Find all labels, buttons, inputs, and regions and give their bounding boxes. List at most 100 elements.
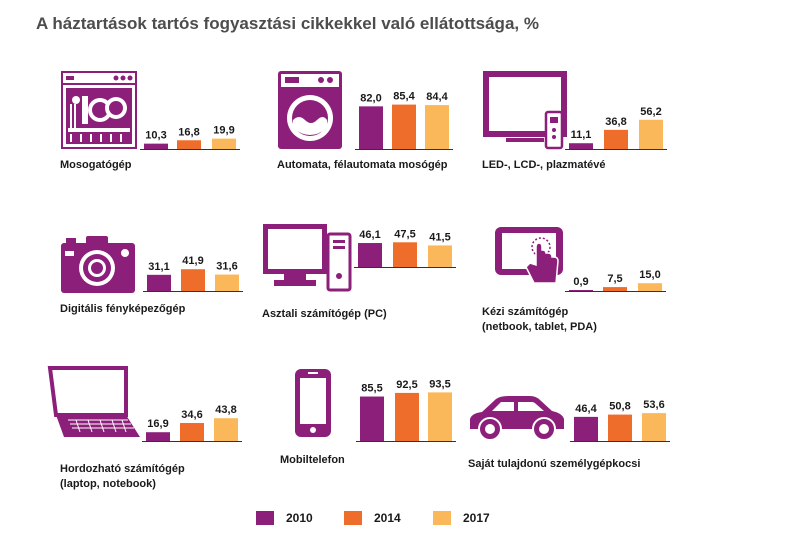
value-label: 56,2 (640, 106, 661, 118)
bar-2010 (574, 416, 598, 441)
desktop-pc-icon (262, 220, 352, 292)
legend-label: 2017 (463, 511, 490, 525)
bar-2017 (428, 392, 452, 441)
value-label: 10,3 (145, 130, 166, 142)
bar-2017 (428, 245, 452, 267)
panel-tv: 11,1 36,8 56,2 LED-, LCD-, plazmatévé (482, 70, 722, 200)
value-label: 36,8 (605, 116, 626, 128)
bar-2014 (392, 104, 416, 149)
value-label: 16,9 (147, 418, 168, 430)
category-label: LED-, LCD-, plazmatévé (482, 159, 606, 171)
dishwasher-icon (60, 70, 138, 150)
bar-2010 (358, 243, 382, 267)
bar-2010 (146, 432, 170, 441)
bar-2010 (147, 274, 171, 291)
value-label: 41,9 (182, 255, 203, 267)
value-label: 41,5 (429, 231, 450, 243)
bar-chart: 85,5 92,5 93,5 (356, 378, 456, 442)
camera-icon (60, 235, 136, 295)
panel-washing-machine: 82,0 85,4 84,4 Automata, félautomata mosóg… (277, 70, 517, 200)
bar-2017 (215, 274, 239, 291)
bar-2017 (212, 138, 236, 149)
value-label: 92,5 (396, 379, 417, 391)
bar-2010 (144, 143, 168, 149)
tablet-icon (494, 225, 566, 287)
laptop-icon (46, 365, 142, 441)
bar-2010 (569, 290, 593, 291)
bar-chart: 46,4 50,8 53,6 (570, 399, 670, 442)
value-label: 47,5 (394, 228, 415, 240)
value-label: 84,4 (426, 91, 448, 103)
bar-chart: 10,3 16,8 19,9 (140, 125, 240, 150)
category-label: Mosogatógép (60, 159, 132, 171)
value-label: 53,6 (643, 399, 664, 411)
bar-2017 (214, 418, 238, 441)
legend-label: 2010 (286, 511, 313, 525)
value-label: 31,1 (148, 261, 169, 273)
car-icon (468, 393, 566, 443)
panel-car: 46,4 50,8 53,6 Saját tulajdonú személygépk… (468, 365, 708, 495)
category-label: Saját tulajdonú személygépkocsi (468, 458, 641, 470)
bar-2014 (181, 269, 205, 291)
bar-chart: 11,1 36,8 56,2 (565, 106, 667, 150)
panel-dishwasher: 10,3 16,8 19,9 Mosogatógép (60, 70, 300, 200)
category-label: Kézi számítógép (482, 306, 569, 318)
mobile-phone-icon (294, 368, 334, 440)
legend-swatch (433, 511, 451, 525)
value-label: 93,5 (429, 378, 450, 390)
bar-2014 (608, 414, 632, 441)
legend: 2010 2014 2017 (0, 508, 800, 528)
bar-2014 (180, 423, 204, 441)
legend-swatch (256, 511, 274, 525)
value-label: 11,1 (571, 129, 592, 141)
category-label: Digitális fényképezőgép (60, 303, 186, 315)
legend-label: 2014 (374, 511, 401, 525)
bar-2010 (360, 396, 384, 441)
value-label: 31,6 (216, 261, 237, 273)
value-label: 34,6 (181, 409, 202, 421)
bar-2017 (639, 119, 663, 149)
value-label: 15,0 (639, 269, 660, 281)
category-label: Hordozható számítógép (60, 463, 185, 475)
bar-2014 (603, 287, 627, 291)
value-label: 50,8 (609, 401, 630, 413)
value-label: 82,0 (360, 92, 381, 104)
value-label: 43,8 (215, 404, 236, 416)
bar-chart: 31,1 41,9 31,6 (143, 255, 243, 292)
panel-tablet: 0,9 7,5 15,0 Kézi számítógép (netbook, tab… (482, 220, 722, 350)
bar-2017 (642, 413, 666, 441)
bar-2014 (604, 129, 628, 149)
legend-swatch (344, 511, 362, 525)
category-sublabel: (netbook, tablet, PDA) (482, 321, 597, 333)
category-label: Asztali számítógép (PC) (262, 308, 387, 320)
value-label: 85,4 (393, 91, 415, 103)
bar-2010 (359, 106, 383, 149)
bar-chart: 0,9 7,5 15,0 (565, 269, 666, 292)
bar-2014 (395, 392, 419, 441)
chart-title: A háztartások tartós fogyasztási cikkekk… (36, 14, 539, 33)
value-label: 85,5 (361, 383, 382, 395)
value-label: 0,9 (573, 276, 588, 288)
bar-chart: 82,0 85,4 84,4 (355, 91, 453, 150)
value-label: 7,5 (607, 273, 622, 285)
washing-machine-icon (277, 70, 343, 150)
bar-chart: 46,1 47,5 41,5 (354, 228, 456, 268)
category-label: Automata, félautomata mosógép (277, 159, 448, 171)
panel-mobile-phone: 85,5 92,5 93,5 Mobiltelefon (280, 365, 520, 495)
bar-chart: 16,9 34,6 43,8 (142, 404, 242, 442)
value-label: 19,9 (213, 125, 234, 137)
panel-laptop: 16,9 34,6 43,8 Hordozható számítógép (lapt… (46, 365, 286, 495)
panel-desktop-pc: 46,1 47,5 41,5 Asztali számítógép (PC) (262, 220, 502, 350)
bar-2014 (177, 140, 201, 149)
bar-2017 (425, 105, 449, 149)
panel-camera: 31,1 41,9 31,6 Digitális fényképezőgép (60, 220, 300, 350)
bar-2014 (393, 242, 417, 267)
tv-icon (482, 70, 572, 150)
value-label: 16,8 (178, 126, 199, 138)
value-label: 46,4 (575, 403, 597, 415)
bar-2017 (638, 283, 662, 291)
category-label: Mobiltelefon (280, 454, 345, 466)
bar-2010 (569, 143, 593, 149)
category-sublabel: (laptop, notebook) (60, 478, 156, 490)
value-label: 46,1 (359, 229, 380, 241)
